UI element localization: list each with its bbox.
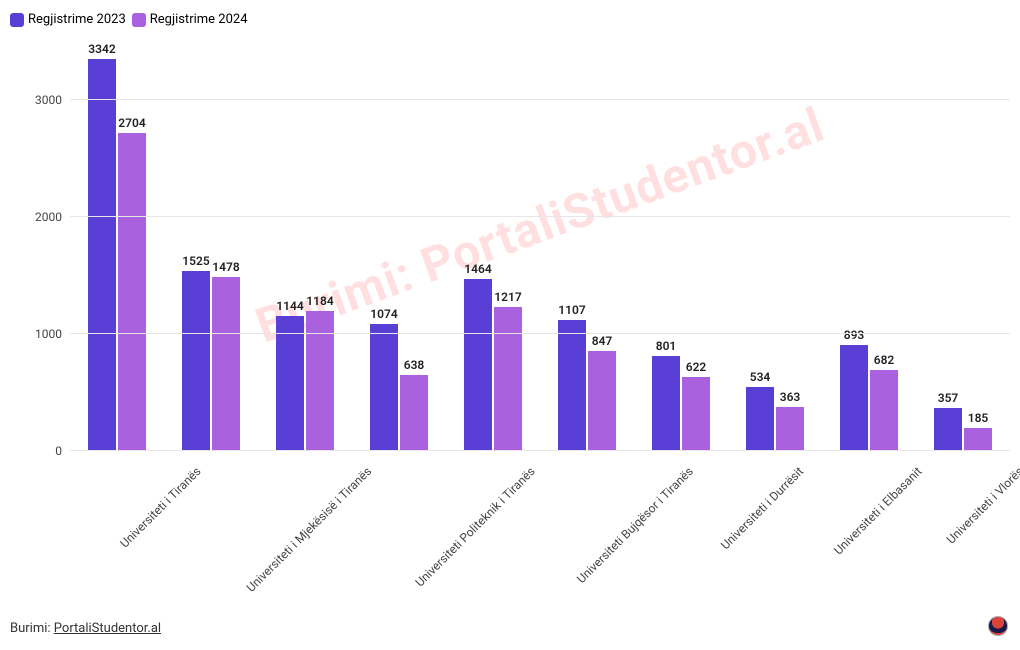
bar-value-label: 2704: [118, 116, 145, 130]
bar-series1[interactable]: 893: [840, 345, 868, 450]
bar-value-label: 1217: [494, 290, 521, 304]
xtick: Universiteti i Tiranës: [70, 450, 178, 464]
bar-series1[interactable]: 3342: [88, 59, 116, 450]
ytick-label: 1000: [35, 327, 70, 341]
xtick-label: Universiteti i Durrësit: [718, 464, 806, 552]
legend-marker-1: [10, 13, 24, 27]
bar-value-label: 534: [750, 370, 771, 384]
legend-marker-2: [132, 13, 146, 27]
footer: Burimi: PortaliStudentor.al: [10, 621, 161, 636]
footer-link[interactable]: PortaliStudentor.al: [54, 621, 161, 636]
legend: Regjistrime 2023 Regjistrime 2024: [10, 12, 248, 27]
bar-series1[interactable]: 534: [746, 387, 774, 450]
bar-series1[interactable]: 357: [934, 408, 962, 450]
xtick: Universiteti i Durrësit: [670, 450, 781, 464]
legend-item-2: Regjistrime 2024: [132, 12, 248, 27]
xtick-label: Universiteti i Elbasanit: [831, 464, 924, 557]
bar-value-label: 3342: [88, 42, 115, 56]
xtick: Universiteti i Mjekësisë i Tiranës: [178, 450, 349, 464]
bar-series2[interactable]: 2704: [118, 133, 146, 450]
xtick-label: Universiteti Politeknik i Tiranës: [412, 464, 537, 589]
xtick-label: Universiteti i Vlorës: [944, 464, 1020, 546]
bar-value-label: 682: [874, 353, 895, 367]
bar-value-label: 801: [656, 339, 677, 353]
legend-label-1: Regjistrime 2023: [28, 12, 126, 27]
bar-value-label: 1184: [306, 294, 333, 308]
bar-group: 15251478: [164, 40, 258, 450]
grid-line: 1000: [70, 333, 1010, 334]
bar-value-label: 1525: [182, 254, 209, 268]
bar-group: 893682: [822, 40, 916, 450]
x-axis: Universiteti i TiranësUniversiteti i Mje…: [70, 450, 1010, 464]
bar-series2[interactable]: 682: [870, 370, 898, 450]
bar-group: 1074638: [352, 40, 446, 450]
bar-group: 33422704: [70, 40, 164, 450]
xtick: Universiteti i Vlorës: [898, 450, 1001, 464]
xtick: Universiteti i Elbasanit: [781, 450, 899, 464]
footer-prefix: Burimi:: [10, 621, 54, 636]
grid-line: 3000: [70, 99, 1010, 100]
bar-group: 801622: [634, 40, 728, 450]
bar-series1[interactable]: 1107: [558, 320, 586, 450]
legend-item-1: Regjistrime 2023: [10, 12, 126, 27]
bar-series2[interactable]: 622: [682, 377, 710, 450]
bar-value-label: 638: [404, 358, 425, 372]
bar-value-label: 357: [938, 391, 959, 405]
bar-value-label: 1464: [464, 262, 491, 276]
bar-series2[interactable]: 1217: [494, 307, 522, 450]
bar-series2[interactable]: 638: [400, 375, 428, 450]
bars-container: 3342270415251478114411841074638146412171…: [70, 40, 1010, 450]
grid-line: 2000: [70, 216, 1010, 217]
bar-value-label: 893: [844, 328, 865, 342]
plot-area: Burimi: PortaliStudentor.al 334227041525…: [70, 40, 1010, 450]
bar-value-label: 1107: [558, 303, 585, 317]
ytick-label: 2000: [35, 210, 70, 224]
legend-label-2: Regjistrime 2024: [150, 12, 248, 27]
bar-value-label: 1144: [276, 299, 303, 313]
bar-series1[interactable]: 1525: [182, 271, 210, 450]
bar-series2[interactable]: 363: [776, 407, 804, 450]
bar-value-label: 847: [592, 334, 613, 348]
logo-icon: [988, 616, 1008, 636]
bar-group: 534363: [728, 40, 822, 450]
bar-series1[interactable]: 1074: [370, 324, 398, 450]
bar-value-label: 363: [780, 390, 801, 404]
bar-group: 14641217: [446, 40, 540, 450]
bar-value-label: 1478: [212, 260, 239, 274]
ytick-label: 3000: [35, 93, 70, 107]
bar-series2[interactable]: 1478: [212, 277, 240, 450]
bar-value-label: 1074: [370, 307, 397, 321]
bar-series1[interactable]: 801: [652, 356, 680, 450]
bar-series1[interactable]: 1144: [276, 316, 304, 450]
xtick: Universiteti Politeknik i Tiranës: [349, 450, 512, 464]
xtick-label: Universiteti Bujqësor i Tiranës: [574, 464, 696, 586]
bar-group: 11441184: [258, 40, 352, 450]
xtick: Universiteti Bujqësor i Tiranës: [512, 450, 670, 464]
bar-value-label: 185: [968, 411, 989, 425]
bar-group: 357185: [916, 40, 1010, 450]
ytick-label: 0: [55, 444, 70, 458]
bar-series2[interactable]: 847: [588, 351, 616, 450]
bar-value-label: 622: [686, 360, 707, 374]
bar-group: 1107847: [540, 40, 634, 450]
xtick-label: Universiteti i Mjekësisë i Tiranës: [244, 464, 375, 595]
bar-series1[interactable]: 1464: [464, 279, 492, 450]
bar-series2[interactable]: 185: [964, 428, 992, 450]
xtick-label: Universiteti i Tiranës: [117, 464, 203, 550]
xtick: Universiteti i Korçës: [1001, 450, 1020, 464]
